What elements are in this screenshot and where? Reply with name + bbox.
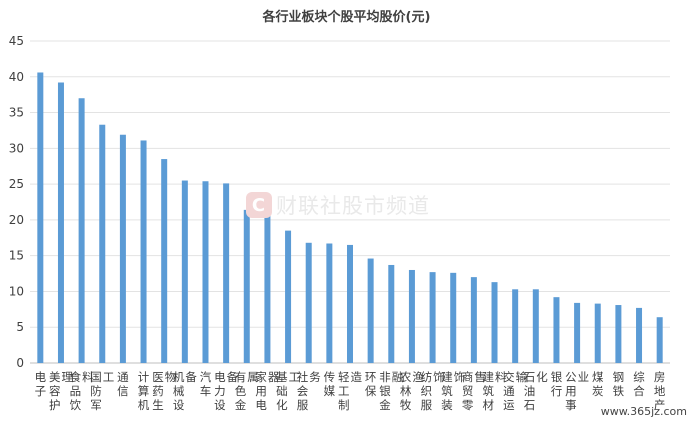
- y-tick-label: 15: [9, 249, 24, 263]
- x-tick-label: 建筑装饰: [441, 370, 465, 412]
- bar: [202, 181, 209, 363]
- y-tick-label: 40: [9, 70, 24, 84]
- x-tick-label: 国防军工: [90, 370, 114, 412]
- y-tick-label: 25: [9, 177, 24, 191]
- watermark: C 财联社股市频道: [246, 190, 430, 220]
- x-tick-label: 机械设备: [173, 370, 198, 412]
- bar: [161, 159, 168, 363]
- bar: [553, 297, 560, 363]
- x-tick-label: 医药生物: [152, 370, 176, 412]
- bar: [119, 134, 126, 363]
- bar: [512, 289, 519, 363]
- site-label: www.365jz.com: [600, 405, 687, 418]
- x-tick-label: 银行: [551, 370, 563, 398]
- bar: [181, 180, 188, 363]
- x-tick-label: 有色金属: [235, 370, 259, 412]
- x-tick-label: 轻工制造: [338, 370, 363, 412]
- watermark-logo-icon: C: [246, 192, 272, 218]
- bar: [305, 242, 312, 363]
- bar: [450, 272, 457, 363]
- bar: [532, 289, 539, 363]
- x-tick-label: 电子: [35, 370, 47, 398]
- chart-title: 各行业板块个股平均股价(元): [262, 10, 431, 25]
- x-tick-label: 美容护理: [49, 370, 74, 412]
- bar: [78, 98, 85, 363]
- bar: [264, 210, 271, 363]
- x-tick-label: 计算机: [138, 370, 150, 412]
- bar: [367, 258, 374, 363]
- bar: [243, 209, 250, 363]
- x-tick-label: 纺织服饰: [421, 370, 445, 412]
- x-tick-label: 基础化工: [276, 370, 300, 412]
- y-tick-label: 30: [9, 141, 24, 155]
- x-tick-label: 公用事业: [565, 370, 589, 412]
- watermark-text: 财联社股市频道: [276, 194, 430, 218]
- bar: [470, 277, 477, 363]
- bar: [326, 243, 333, 363]
- x-tick-label: 通信: [117, 370, 129, 398]
- y-tick-label: 0: [16, 356, 24, 370]
- y-tick-label: 5: [16, 320, 24, 334]
- x-tick-label: 房地产: [654, 370, 666, 412]
- bar: [656, 317, 663, 363]
- x-tick-label: 家用电器: [255, 370, 280, 412]
- x-tick-label: 煤炭: [592, 370, 604, 398]
- x-tick-label: 交通运输: [503, 370, 528, 412]
- x-tick-label: 电力设备: [214, 370, 239, 412]
- bar: [615, 305, 622, 363]
- bar: [140, 140, 147, 363]
- y-tick-label: 45: [9, 34, 24, 48]
- x-tick-label: 钢铁: [613, 370, 625, 398]
- bar: [429, 272, 436, 363]
- bar: [388, 264, 395, 363]
- x-tick-label: 社会服务: [297, 370, 322, 412]
- y-tick-label: 20: [9, 213, 24, 227]
- bar: [594, 303, 601, 363]
- bar: [285, 230, 292, 363]
- x-tick-label: 石油石化: [524, 370, 549, 412]
- x-tick-label: 农林牧渔: [400, 370, 424, 412]
- bar: [491, 282, 498, 363]
- y-tick-label: 10: [9, 284, 24, 298]
- bar: [37, 72, 44, 364]
- x-tick-label: 环保: [365, 370, 377, 398]
- x-tick-label: 食品饮料: [70, 370, 95, 412]
- bar: [347, 244, 353, 363]
- x-tick-label: 商贸零售: [462, 370, 486, 412]
- bar: [223, 183, 230, 363]
- x-tick-label: 汽车: [200, 370, 212, 398]
- x-tick-label: 建筑材料: [483, 370, 508, 412]
- bar: [99, 124, 106, 363]
- bar: [408, 269, 415, 363]
- bar: [574, 302, 581, 363]
- x-tick-label: 传媒: [324, 370, 336, 398]
- x-tick-label: 综合: [633, 370, 645, 398]
- x-tick-label: 非银金融: [379, 370, 404, 412]
- y-tick-label: 35: [9, 106, 24, 120]
- bar: [57, 82, 64, 363]
- bar: [636, 307, 643, 363]
